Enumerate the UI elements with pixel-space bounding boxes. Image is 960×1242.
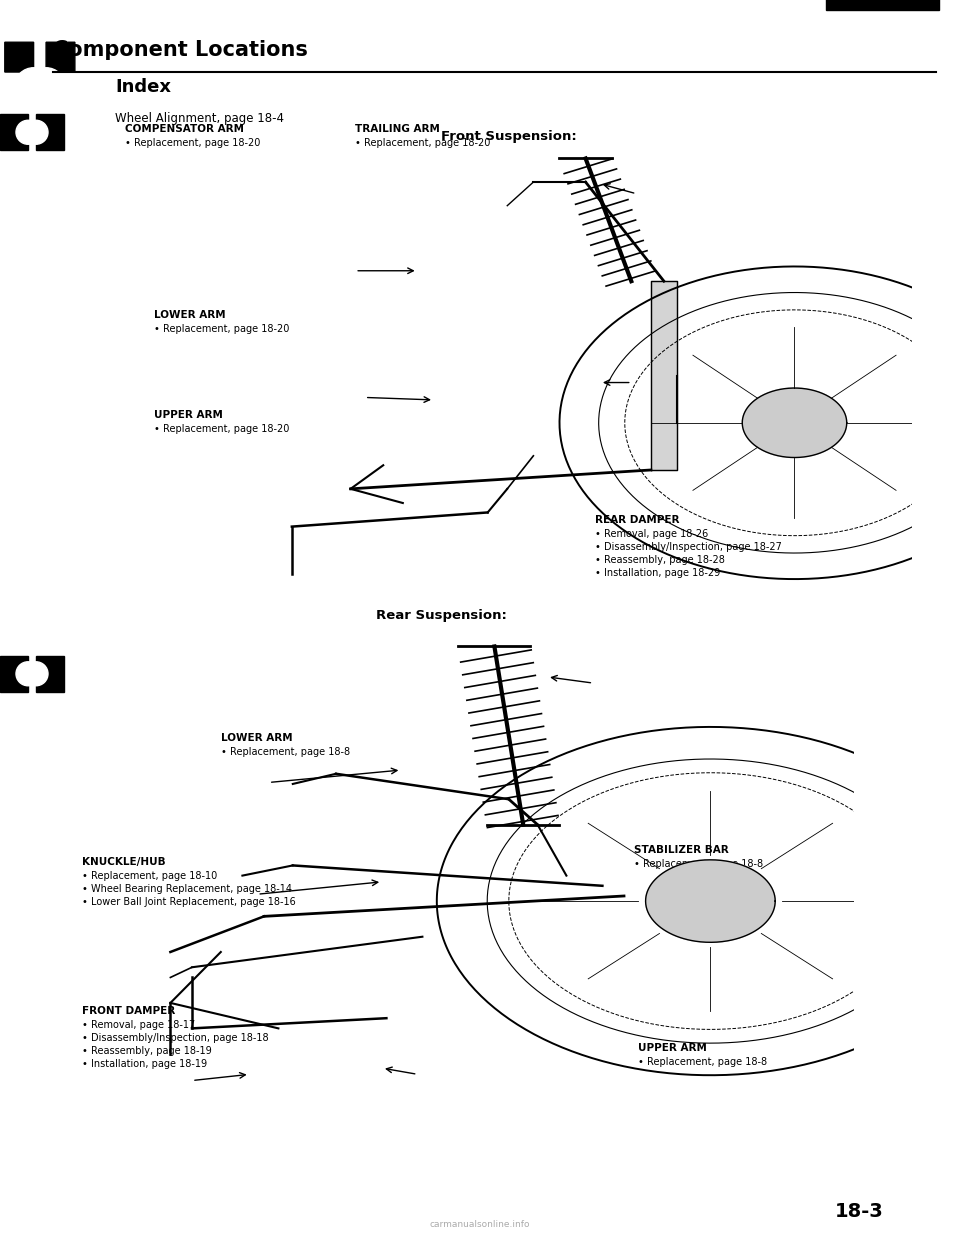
Text: TRAILING ARM: TRAILING ARM: [355, 124, 440, 134]
Text: FRONT DAMPER: FRONT DAMPER: [82, 1006, 175, 1016]
Polygon shape: [36, 656, 64, 692]
Text: • Replacement, page 18-20: • Replacement, page 18-20: [154, 424, 289, 433]
Text: • Replacement, page 18-8: • Replacement, page 18-8: [638, 1057, 768, 1067]
Text: • Replacement, page 18-20: • Replacement, page 18-20: [125, 138, 260, 148]
Text: KNUCKLE/HUB: KNUCKLE/HUB: [82, 857, 165, 867]
Circle shape: [24, 120, 48, 144]
Text: UPPER ARM: UPPER ARM: [638, 1043, 708, 1053]
Text: • Reassembly, page 18-28: • Reassembly, page 18-28: [595, 555, 725, 565]
Bar: [883, 16, 910, 60]
Circle shape: [16, 120, 40, 144]
Text: • Replacement, page 18-20: • Replacement, page 18-20: [355, 138, 491, 148]
Text: • Replacement, page 18-8: • Replacement, page 18-8: [221, 746, 350, 756]
Text: Wheel Alignment, page 18-4: Wheel Alignment, page 18-4: [115, 112, 284, 124]
Text: • Reassembly, page 18-19: • Reassembly, page 18-19: [82, 1046, 211, 1056]
Text: STABILIZER BAR: STABILIZER BAR: [634, 845, 729, 854]
Text: Index: Index: [115, 78, 171, 96]
Circle shape: [24, 662, 48, 686]
Polygon shape: [742, 388, 847, 457]
Circle shape: [16, 662, 40, 686]
Circle shape: [27, 68, 65, 106]
Polygon shape: [36, 114, 64, 150]
Circle shape: [14, 68, 53, 106]
Text: • Lower Ball Joint Replacement, page 18-16: • Lower Ball Joint Replacement, page 18-…: [82, 897, 296, 907]
Text: Component Locations: Component Locations: [53, 40, 307, 60]
Text: LOWER ARM: LOWER ARM: [154, 310, 226, 320]
Text: 18-3: 18-3: [835, 1202, 884, 1221]
FancyBboxPatch shape: [46, 42, 75, 72]
Text: • Installation, page 18-19: • Installation, page 18-19: [82, 1059, 206, 1069]
Text: COMPENSATOR ARM: COMPENSATOR ARM: [125, 124, 244, 134]
Text: LOWER ARM: LOWER ARM: [221, 733, 293, 743]
Text: • Removal, page 18-17: • Removal, page 18-17: [82, 1020, 195, 1030]
FancyBboxPatch shape: [5, 42, 34, 72]
Text: • Disassembly/Inspection, page 18-18: • Disassembly/Inspection, page 18-18: [82, 1033, 268, 1043]
Bar: [826, 0, 939, 10]
Text: • Removal, page 18-26: • Removal, page 18-26: [595, 529, 708, 539]
Text: carmanualsonline.info: carmanualsonline.info: [430, 1220, 530, 1228]
Polygon shape: [0, 656, 28, 692]
Text: • Replacement, page 18-8: • Replacement, page 18-8: [634, 858, 763, 868]
Text: REAR DAMPER: REAR DAMPER: [595, 515, 680, 525]
Text: Front Suspension:: Front Suspension:: [441, 130, 577, 143]
Text: Rear Suspension:: Rear Suspension:: [376, 609, 507, 621]
Text: UPPER ARM: UPPER ARM: [154, 410, 223, 420]
Polygon shape: [0, 114, 28, 150]
Text: • Disassembly/Inspection, page 18-27: • Disassembly/Inspection, page 18-27: [595, 543, 782, 553]
Text: • Replacement, page 18-20: • Replacement, page 18-20: [154, 324, 289, 334]
Text: • Installation, page 18-29: • Installation, page 18-29: [595, 569, 720, 579]
Polygon shape: [646, 859, 776, 943]
Text: • Replacement, page 18-10: • Replacement, page 18-10: [82, 871, 217, 881]
Polygon shape: [651, 281, 677, 469]
Text: • Wheel Bearing Replacement, page 18-14: • Wheel Bearing Replacement, page 18-14: [82, 884, 292, 894]
